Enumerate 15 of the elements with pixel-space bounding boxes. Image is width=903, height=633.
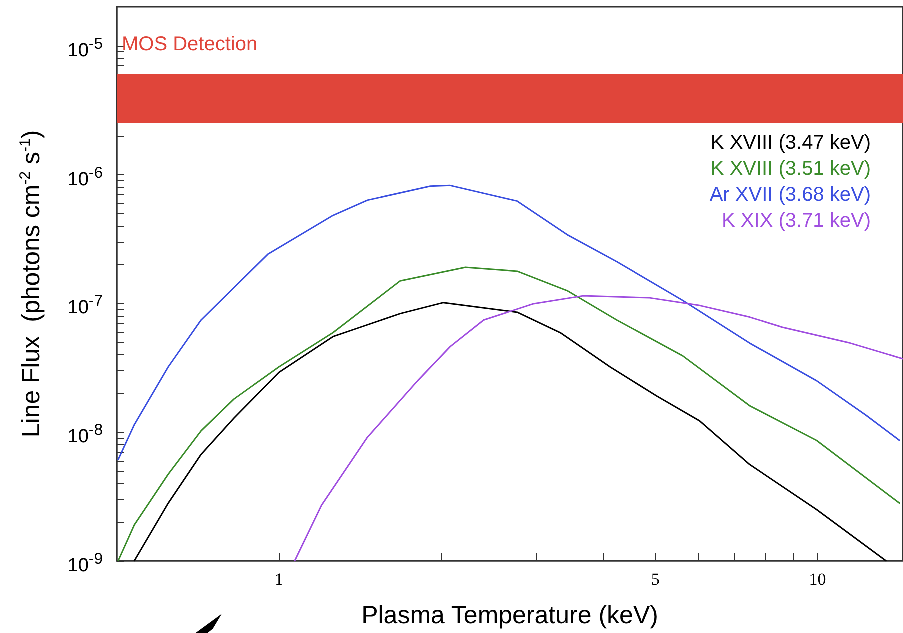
text: K XVIII (3.47 keV)	[710, 132, 871, 154]
x-tick-label: 10	[809, 570, 826, 589]
y-tick-label: 10$^{-6}$	[68, 164, 103, 190]
y-axis-title: Line Flux (photons cm-2 s-1)	[17, 130, 46, 438]
band-label: MOS Detection	[122, 33, 258, 56]
text: K XIX (3.71 keV)	[722, 210, 871, 232]
x-axis-title: Plasma Temperature (keV)	[362, 602, 658, 630]
y-tick-label: 10$^{-5}$	[66, 34, 103, 64]
x-tick-label: 1	[274, 570, 284, 589]
y-tick-label: 10$^{-8}$	[68, 422, 103, 448]
y-tick-label: 10$^{-7}$	[68, 293, 103, 319]
text: Ar XVII (3.68 keV)	[710, 184, 871, 206]
y-tick-label: 10$^{-9}$	[66, 550, 103, 578]
text: K XVIII (3.51 keV)	[710, 158, 871, 180]
x-tick-label: 5	[651, 570, 660, 589]
